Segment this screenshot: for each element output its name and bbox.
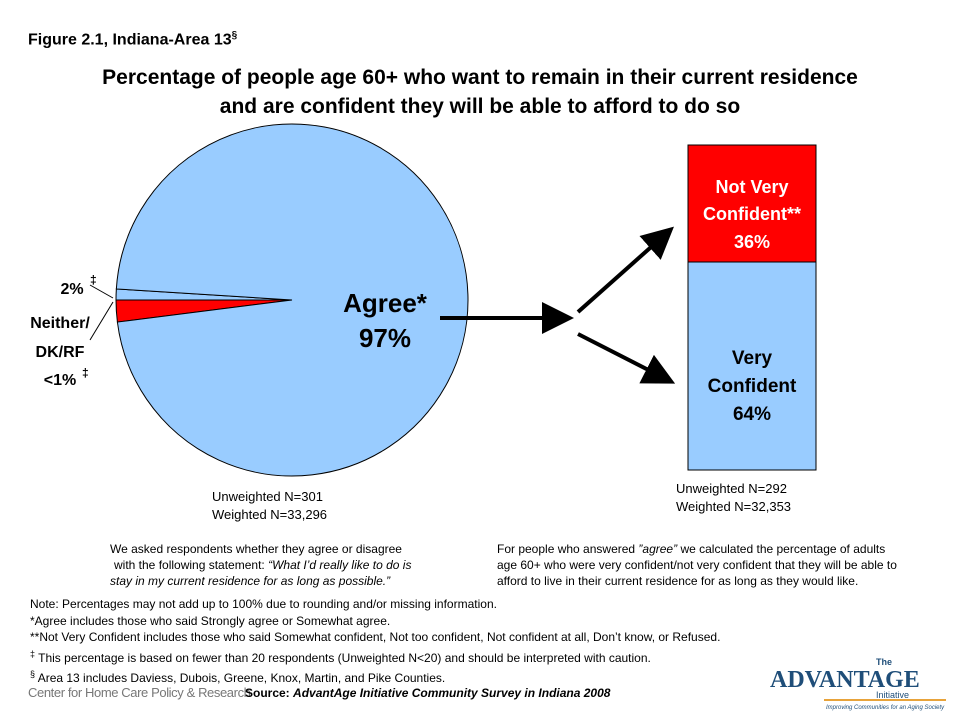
arrow-up [576, 226, 674, 314]
pie-weighted-n: Weighted N=33,296 [212, 507, 328, 522]
very-label-2: Confident [708, 376, 797, 397]
left-note: We asked respondents whether they agree … [110, 541, 460, 589]
chart-title: Percentage of people age 60+ who want to… [0, 63, 960, 121]
neither-value: <1% [44, 372, 76, 389]
logo-the: The [876, 657, 892, 667]
bar-weighted-n: Weighted N=32,353 [676, 499, 792, 514]
footnotes: Note: Percentages may not add up to 100%… [30, 596, 720, 687]
footnote-section: § Area 13 includes Daviess, Dubois, Gree… [30, 666, 720, 687]
advantage-initiative-logo: The ADVANTAGE Initiative Improving Commu… [770, 657, 946, 711]
title-line-1: Percentage of people age 60+ who want to… [102, 66, 858, 89]
right-note-line-2: age 60+ who were very confident/not very… [497, 558, 897, 572]
very-label-1: Very [732, 348, 773, 369]
neither-leader-line [89, 301, 114, 341]
source-text: AdvantAge Initiative Community Survey in… [293, 686, 611, 700]
pie-unweighted-n: Unweighted N=301 [212, 489, 323, 504]
disagree-leader-line [89, 284, 114, 299]
section-text: Area 13 includes Daviess, Dubois, Greene… [37, 671, 446, 685]
not-very-label-2: Confident** [703, 204, 801, 224]
figure-label-mark: § [231, 30, 238, 41]
source-line: Source: AdvantAge Initiative Community S… [245, 686, 610, 700]
footnote-not-very: **Not Very Confident includes those who … [30, 630, 721, 644]
source-prefix: Source: [245, 686, 290, 700]
footnote-dagger: ‡ This percentage is based on fewer than… [30, 646, 720, 667]
dagger-text: This percentage is based on fewer than 2… [38, 650, 651, 665]
title-line-2: and are confident they will be able to a… [219, 95, 741, 118]
footnote-agree: *Agree includes those who said Strongly … [30, 613, 391, 628]
pie-n-block: Unweighted N=301 Weighted N=33,296 [212, 488, 327, 524]
logo-initiative: Initiative [876, 690, 909, 700]
section-mark: § [30, 669, 36, 679]
left-note-line-2: with the following statement: “What I’d … [114, 558, 412, 572]
pie-chart [115, 123, 469, 477]
neither-label-line-1: Neither/ [30, 315, 90, 332]
bar-unweighted-n: Unweighted N=292 [676, 481, 787, 496]
pie-slice-agree [115, 123, 469, 477]
footnote-note: Note: Percentages may not add up to 100%… [30, 597, 497, 611]
very-value: 64% [733, 404, 771, 425]
figure-label: Figure 2.1, Indiana-Area 13§ [28, 30, 237, 49]
agree-label: Agree* [343, 288, 428, 318]
agree-value: 97% [359, 323, 411, 353]
neither-mark: ‡ [82, 366, 89, 380]
bar-n-block: Unweighted N=292 Weighted N=32,353 [676, 480, 791, 516]
stacked-bar-chart [687, 144, 817, 471]
logo-main: ADVANTAGE [770, 667, 920, 693]
logo-underline [824, 699, 946, 701]
not-very-label-1: Not Very [715, 177, 788, 197]
not-very-value: 36% [734, 232, 770, 252]
arrow-down [577, 332, 676, 384]
figure-label-text: Figure 2.1, Indiana-Area 13 [28, 31, 232, 49]
right-note-line-3: afford to live in their current residenc… [497, 574, 859, 588]
left-note-line-3: stay in my current residence for as long… [110, 574, 391, 588]
disagree-mark: ‡ [90, 273, 97, 287]
disagree-value: 2% [60, 281, 83, 298]
left-note-line-1: We asked respondents whether they agree … [110, 542, 402, 556]
logo-tagline: Improving Communities for an Aging Socie… [826, 705, 945, 711]
neither-label-line-2: DK/RF [36, 344, 85, 361]
bar-segment-very-confident [687, 261, 817, 471]
dagger-mark: ‡ [30, 648, 36, 659]
right-note: For people who answered ”agree” we calcu… [497, 541, 947, 589]
right-note-line-1: For people who answered ”agree” we calcu… [497, 542, 886, 556]
bar-segment-not-very-confident [687, 144, 817, 263]
center-home-care-logo: Center for Home Care Policy & Research [28, 685, 251, 700]
